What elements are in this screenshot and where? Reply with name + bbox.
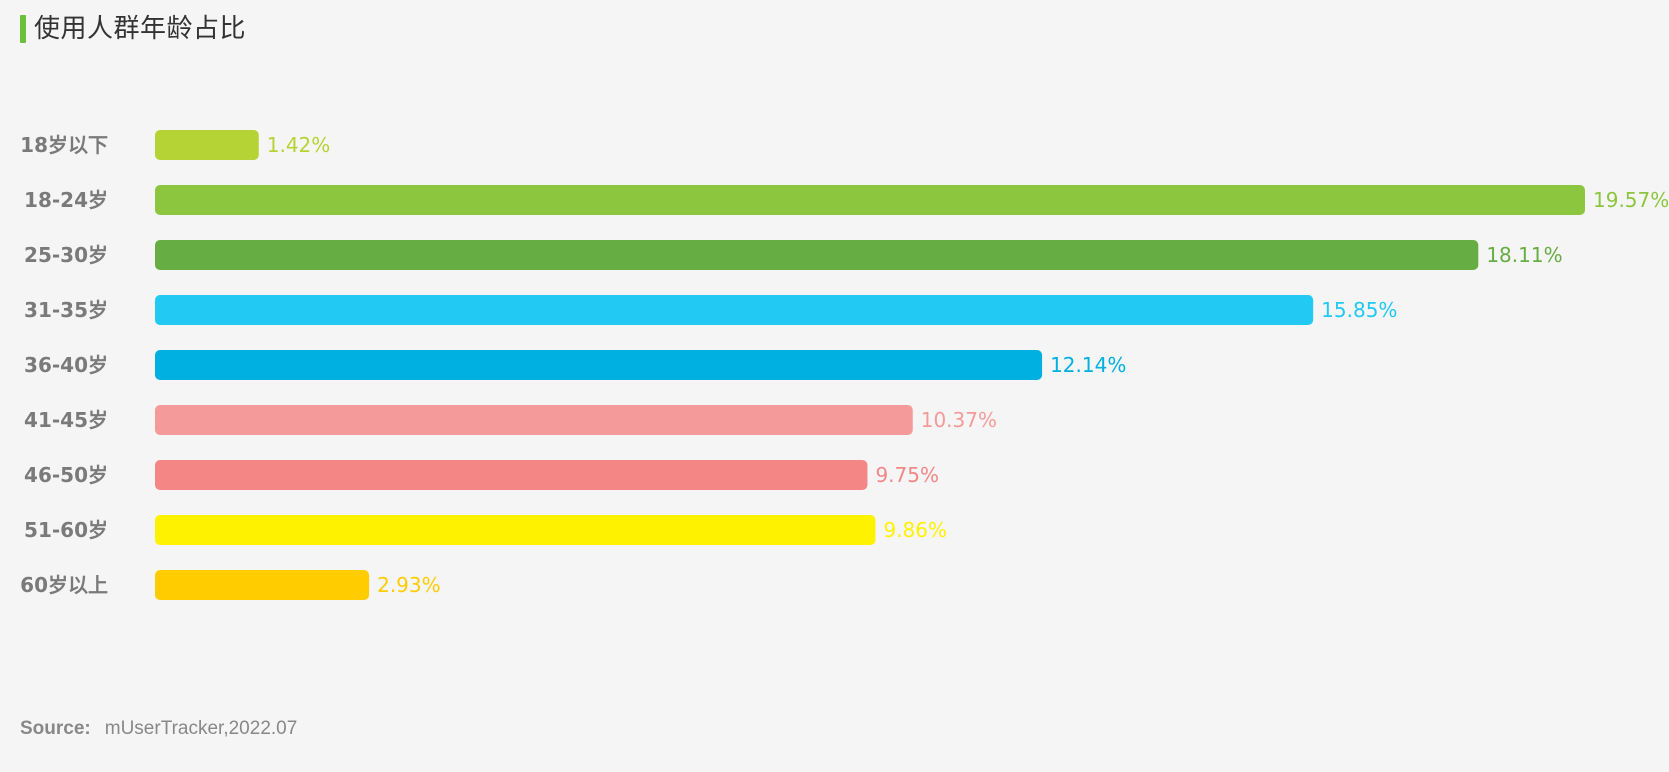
bar: [155, 185, 1585, 215]
category-label: 41-45岁: [24, 408, 108, 432]
bar: [155, 460, 868, 490]
value-label: 19.57%: [1593, 188, 1669, 212]
value-label: 12.14%: [1050, 353, 1126, 377]
category-label: 60岁以上: [20, 573, 108, 597]
category-label: 31-35岁: [24, 298, 108, 322]
bar: [155, 515, 876, 545]
bar-chart: 18岁以下 1.42% 18-24岁 19.57% 25-30岁 18.11% 31-35岁…: [20, 130, 1669, 600]
chart-title: 使用人群年龄占比: [34, 14, 247, 44]
value-label: 1.42%: [267, 133, 331, 157]
value-label: 9.75%: [875, 463, 939, 487]
value-label: 18.11%: [1486, 243, 1562, 267]
source-note: Source: mUserTracker,2022.07: [20, 718, 297, 740]
title-accent-bar: [20, 15, 26, 43]
category-label: 18岁以下: [20, 133, 108, 157]
bar: [155, 295, 1314, 325]
category-label: 18-24岁: [24, 188, 108, 212]
chart-header: 使用人群年龄占比: [20, 12, 246, 46]
source-text: mUserTracker,2022.07: [104, 718, 298, 739]
bar: [155, 350, 1043, 380]
category-label: 46-50岁: [24, 463, 108, 487]
value-label: 10.37%: [921, 408, 997, 432]
bar: [155, 570, 370, 600]
bar: [155, 405, 913, 435]
source-label: Source:: [20, 718, 91, 739]
category-label: 51-60岁: [24, 518, 108, 542]
bar: [155, 130, 259, 160]
value-label: 2.93%: [377, 573, 441, 597]
value-label: 9.86%: [883, 518, 947, 542]
bar: [155, 240, 1479, 270]
category-label: 25-30岁: [24, 243, 108, 267]
value-label: 15.85%: [1321, 298, 1397, 322]
category-label: 36-40岁: [24, 353, 108, 377]
